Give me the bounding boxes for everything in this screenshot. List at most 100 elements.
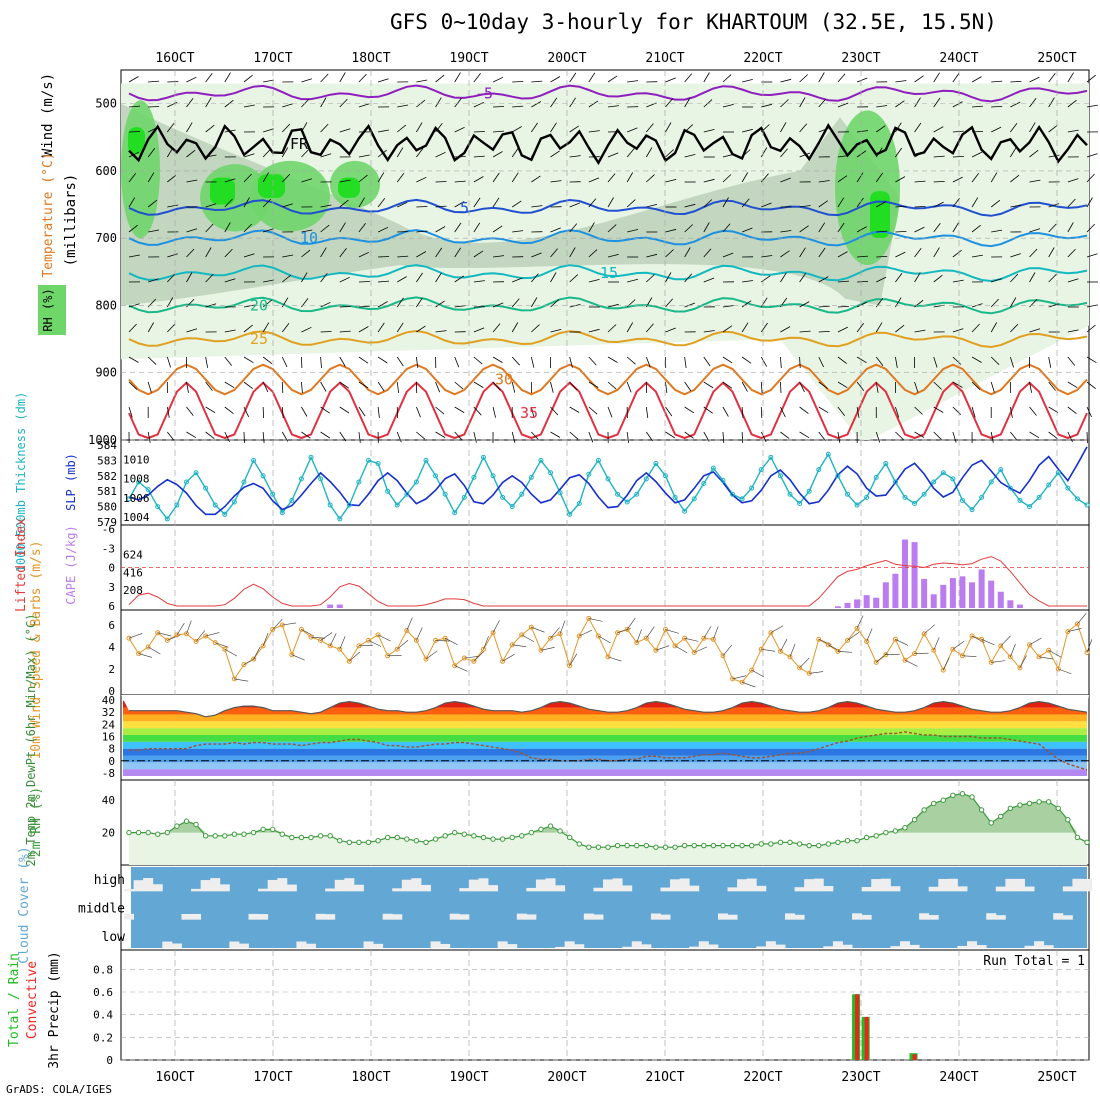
- wind-barb: [569, 202, 581, 208]
- thickness-point: [356, 479, 362, 485]
- cape-bar: [988, 580, 995, 608]
- wind-barb: [971, 151, 983, 158]
- thickness-point: [366, 457, 371, 463]
- rh-point: [538, 826, 544, 833]
- cape-bar: [959, 576, 966, 608]
- wind-barb: [626, 617, 636, 630]
- wind-barb: [167, 174, 177, 183]
- wind-barb: [531, 252, 542, 258]
- wind-barb: [943, 657, 950, 671]
- rh-point: [959, 791, 966, 797]
- cape-bar: [1007, 600, 1014, 608]
- wind-barb: [378, 129, 389, 133]
- cloud-cell: [823, 946, 834, 948]
- lifted-tick: 0: [108, 562, 115, 575]
- wind-barb: [866, 628, 873, 642]
- wind-barb: [186, 149, 196, 158]
- panel-frame-precip: [120, 949, 1090, 1061]
- wind-speed-point: [950, 646, 956, 652]
- wind-speed-point: [164, 637, 170, 643]
- wind-barb: [339, 72, 346, 83]
- wind-barb: [971, 172, 980, 183]
- date-tick-bottom: 21OCT: [645, 1070, 684, 1085]
- rh-point: [202, 833, 209, 839]
- wind-barb: [990, 431, 994, 443]
- wind-barb: [780, 99, 789, 108]
- wind-barb: [588, 431, 594, 443]
- wind-barb: [128, 172, 137, 183]
- wind-barb: [1029, 328, 1041, 333]
- wind-barb: [301, 122, 308, 133]
- cloud-cell: [880, 878, 891, 892]
- wind-barb: [933, 155, 945, 158]
- rh-shade-bright: [128, 127, 145, 155]
- temperature-contour: [128, 198, 1088, 217]
- wind-barb: [550, 406, 559, 416]
- precip-tick: 0.6: [93, 986, 113, 999]
- wind-barb: [186, 97, 194, 108]
- cloud-cell: [785, 913, 796, 920]
- wind-barb: [933, 247, 940, 258]
- rh-point: [940, 797, 946, 803]
- wind-speed-point: [490, 630, 496, 636]
- cloud-cell: [947, 878, 958, 892]
- rh-point: [595, 844, 602, 850]
- rh-shade-bright: [258, 174, 285, 198]
- wind-barb: [128, 356, 139, 363]
- wind-barb: [818, 98, 827, 108]
- wind-barb: [933, 274, 943, 283]
- wind-barb: [454, 222, 462, 233]
- wind-barb: [856, 301, 868, 308]
- cloud-level-label: middle: [78, 902, 125, 917]
- wind-barb: [167, 431, 175, 441]
- wind-barb: [492, 197, 500, 208]
- wind-barb: [914, 247, 922, 258]
- wind-barb: [454, 126, 465, 133]
- wind-barb: [569, 72, 577, 83]
- wind-barb: [512, 230, 524, 233]
- thickness-point: [835, 473, 841, 479]
- wind-barb: [147, 381, 152, 393]
- cloud-cell: [1053, 913, 1064, 920]
- wind-barb: [1029, 272, 1036, 283]
- thickness-point: [480, 454, 486, 460]
- thickness-point: [912, 501, 918, 507]
- wind-barb: [397, 639, 409, 650]
- wind-barb: [818, 431, 826, 441]
- temperature-contour: [128, 123, 1088, 166]
- cape-bar: [882, 582, 889, 608]
- wind-barb: [895, 147, 903, 158]
- wind-barb: [971, 197, 979, 208]
- thickness-point: [586, 471, 592, 477]
- wind-barb: [205, 203, 217, 208]
- wind-barb: [837, 356, 847, 364]
- wind-barb: [492, 323, 501, 333]
- temperature-contour-label: FR: [290, 135, 309, 153]
- wind-barb: [588, 381, 599, 388]
- thickness-point: [174, 502, 180, 508]
- wind-barb: [339, 356, 346, 367]
- date-tick-top: 18OCT: [351, 51, 390, 66]
- wind-barb: [186, 76, 197, 83]
- cloud-cell: [660, 887, 671, 892]
- wind-barb: [243, 197, 250, 208]
- rh-point: [135, 829, 142, 836]
- cloud-cell: [909, 944, 920, 948]
- thickness-point: [1036, 494, 1042, 500]
- temperature-contour-label: 15: [600, 264, 618, 282]
- wind-barb: [914, 180, 926, 183]
- temperature-contour: [128, 296, 1088, 315]
- wind-barb: [914, 206, 926, 208]
- wind-barb: [320, 273, 328, 283]
- wind-barb: [339, 276, 350, 283]
- upper-air-ylabel: (millibars): [63, 174, 79, 267]
- cloud-cell: [631, 941, 642, 948]
- wind-barb: [128, 131, 141, 133]
- wind-barb: [473, 176, 484, 183]
- wind-barb: [320, 356, 322, 369]
- thickness-point: [1007, 485, 1013, 491]
- wind-barb: [550, 227, 561, 233]
- wind-barb: [665, 77, 676, 83]
- wind-barb: [128, 224, 138, 233]
- wind-barb: [205, 381, 213, 391]
